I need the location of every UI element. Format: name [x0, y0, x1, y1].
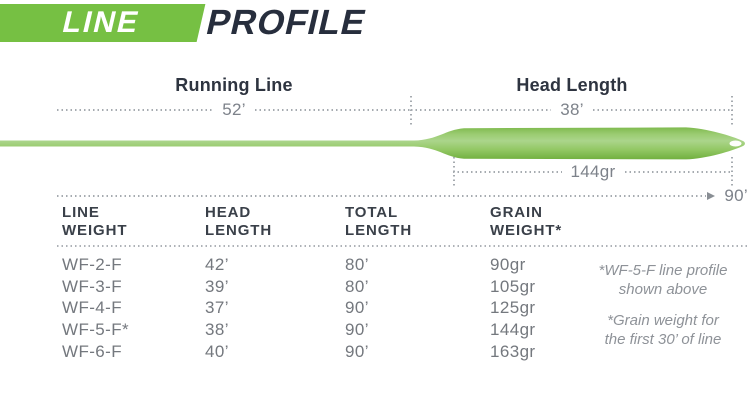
col-header-grain-weight: GRAIN WEIGHT*	[490, 204, 563, 239]
cell-total-length: 90’	[345, 320, 369, 340]
cell-head-length: 42’	[205, 255, 229, 274]
spec-table-header: LINE WEIGHT HEAD LENGTH TOTAL LENGTH GRA…	[62, 204, 712, 240]
spec-table-body: WF-2-F 42’ 80’ 90gr WF-3-F 39’ 80’ 105gr…	[62, 255, 712, 363]
dotted-line	[411, 109, 552, 111]
cell-line-weight: WF-2-F	[62, 255, 122, 274]
table-header-rule	[57, 245, 748, 247]
brand-green-badge: LINE	[0, 4, 206, 42]
col-header-line-weight: LINE WEIGHT	[62, 204, 128, 239]
total-length-measure: 90’	[57, 186, 748, 205]
cell-grain-weight: 125gr	[490, 298, 536, 318]
head-length-value: 38’	[560, 100, 584, 119]
dimension-tick	[410, 96, 412, 127]
grain-weight-value: 144gr	[570, 162, 616, 181]
cell-head-length: 40’	[205, 341, 229, 361]
cell-grain-weight: 90gr	[490, 255, 526, 274]
line-profile-diagram	[0, 127, 745, 160]
head-length-measure: 38’	[411, 100, 733, 119]
cell-grain-weight: 105gr	[490, 276, 536, 296]
brand-profile-text: PROFILE	[202, 3, 371, 42]
line-profile-shape	[0, 127, 745, 160]
dotted-line	[57, 195, 707, 197]
cell-head-length: 37’	[205, 298, 229, 318]
cell-grain-weight: 163gr	[490, 341, 536, 361]
footnote-profile-shown: *WF-5-F line profile shown above	[598, 262, 728, 298]
grain-weight-measure: 144gr	[453, 162, 734, 181]
line-tip-loop-icon	[729, 140, 742, 147]
cell-line-weight: WF-4-F	[62, 298, 122, 318]
footnote-grain-weight: *Grain weight for the first 30’ of line	[604, 312, 722, 348]
cell-grain-weight: 144gr	[490, 320, 536, 340]
cell-head-length: 39’	[205, 276, 229, 296]
running-line-label: Running Line	[175, 75, 293, 95]
total-length-value: 90’	[724, 186, 748, 205]
running-line-length: 52’	[222, 100, 246, 119]
cell-line-weight: WF-5-F*	[62, 320, 130, 340]
cell-total-length: 80’	[345, 255, 369, 274]
dotted-line	[57, 109, 214, 111]
arrow-right-icon	[707, 192, 716, 200]
dotted-line	[624, 171, 734, 173]
cell-head-length: 38’	[205, 320, 229, 340]
col-header-total-length: TOTAL LENGTH	[345, 204, 413, 239]
dimension-tick	[731, 96, 733, 127]
cell-total-length: 80’	[345, 276, 369, 296]
cell-total-length: 90’	[345, 341, 369, 361]
dotted-line	[254, 109, 411, 111]
dotted-line	[453, 171, 562, 173]
dotted-line	[592, 109, 733, 111]
cell-total-length: 90’	[345, 298, 369, 318]
brand-line-text: LINE	[59, 6, 144, 39]
col-header-head-length: HEAD LENGTH	[205, 204, 273, 239]
head-length-label: Head Length	[516, 75, 628, 95]
cell-line-weight: WF-6-F	[62, 341, 122, 361]
running-line-measure: 52’	[57, 100, 411, 119]
cell-line-weight: WF-3-F	[62, 276, 122, 296]
